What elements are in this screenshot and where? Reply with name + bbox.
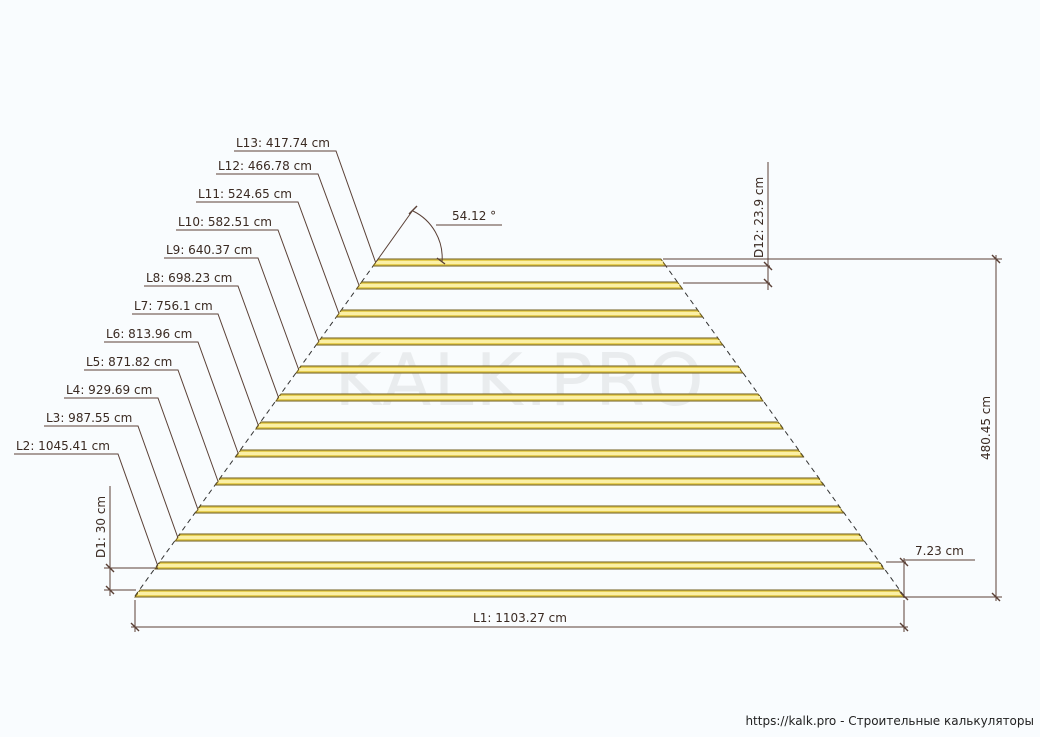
length-label-L5: L5: 871.82 cm bbox=[86, 355, 172, 369]
leader-L8 bbox=[144, 285, 279, 398]
length-label-L9: L9: 640.37 cm bbox=[166, 243, 252, 257]
board-5-highlight bbox=[218, 480, 821, 483]
bottom-length-dimension: L1: 1103.27 cm bbox=[130, 600, 909, 632]
board-width-label: 7.23 cm bbox=[915, 544, 964, 558]
angle-label: 54.12 ° bbox=[452, 209, 496, 223]
right-slope-edge bbox=[662, 261, 905, 597]
board-6-highlight bbox=[238, 452, 801, 455]
board-1-highlight bbox=[138, 592, 901, 595]
board-width-dimension: 7.23 cm bbox=[886, 544, 975, 601]
board-13-highlight bbox=[376, 261, 663, 264]
board-8-highlight bbox=[279, 396, 760, 399]
leader-L7 bbox=[132, 313, 259, 426]
leader-L11 bbox=[196, 201, 340, 314]
length-label-L7: L7: 756.1 cm bbox=[134, 299, 213, 313]
watermark: KALK.PRO bbox=[334, 338, 706, 422]
leader-L5 bbox=[84, 369, 219, 482]
length-label-L10: L10: 582.51 cm bbox=[178, 215, 272, 229]
board-9-highlight bbox=[299, 368, 740, 371]
length-label-L13: L13: 417.74 cm bbox=[236, 136, 330, 150]
board-10-highlight bbox=[319, 340, 720, 343]
top-spacing-dimension: D12: 23.9 cm bbox=[663, 162, 773, 290]
board-4-highlight bbox=[198, 508, 841, 511]
footer-credit: https://kalk.pro - Строительные калькуля… bbox=[745, 714, 1034, 728]
board-11-highlight bbox=[339, 312, 700, 315]
height-label: 480.45 cm bbox=[979, 396, 993, 460]
height-dimension: 480.45 cm bbox=[663, 254, 1002, 602]
length-labels: L2: 1045.41 cm L3: 987.55 cm L4: 929.69 cm… bbox=[16, 136, 330, 453]
bottom-spacing-label: D1: 30 cm bbox=[94, 496, 108, 558]
length-label-L2: L2: 1045.41 cm bbox=[16, 439, 110, 453]
leader-L10 bbox=[176, 229, 320, 342]
board-12-highlight bbox=[359, 284, 680, 287]
top-spacing-label: D12: 23.9 cm bbox=[752, 177, 766, 258]
board-2-highlight bbox=[158, 564, 881, 567]
length-label-L4: L4: 929.69 cm bbox=[66, 383, 152, 397]
leader-L13 bbox=[234, 150, 377, 263]
bottom-spacing-dimension: D1: 30 cm bbox=[94, 486, 158, 596]
board-7-highlight bbox=[258, 424, 781, 427]
bottom-length-label: L1: 1103.27 cm bbox=[473, 611, 567, 625]
leader-L3 bbox=[44, 425, 179, 538]
boards-group bbox=[134, 258, 905, 598]
left-slope-edge bbox=[134, 261, 377, 597]
leader-L12 bbox=[216, 173, 360, 286]
leader-L6 bbox=[104, 341, 239, 454]
length-label-L12: L12: 466.78 cm bbox=[218, 159, 312, 173]
length-label-L11: L11: 524.65 cm bbox=[198, 187, 292, 201]
leader-L9 bbox=[164, 257, 300, 370]
length-label-L3: L3: 987.55 cm bbox=[46, 411, 132, 425]
board-3-highlight bbox=[178, 536, 861, 539]
length-label-L6: L6: 813.96 cm bbox=[106, 327, 192, 341]
angle-indicator: 54.12 ° bbox=[375, 205, 502, 265]
leader-lines bbox=[14, 150, 377, 566]
length-label-L8: L8: 698.23 cm bbox=[146, 271, 232, 285]
leader-L2 bbox=[14, 453, 159, 566]
leader-L4 bbox=[64, 397, 199, 510]
